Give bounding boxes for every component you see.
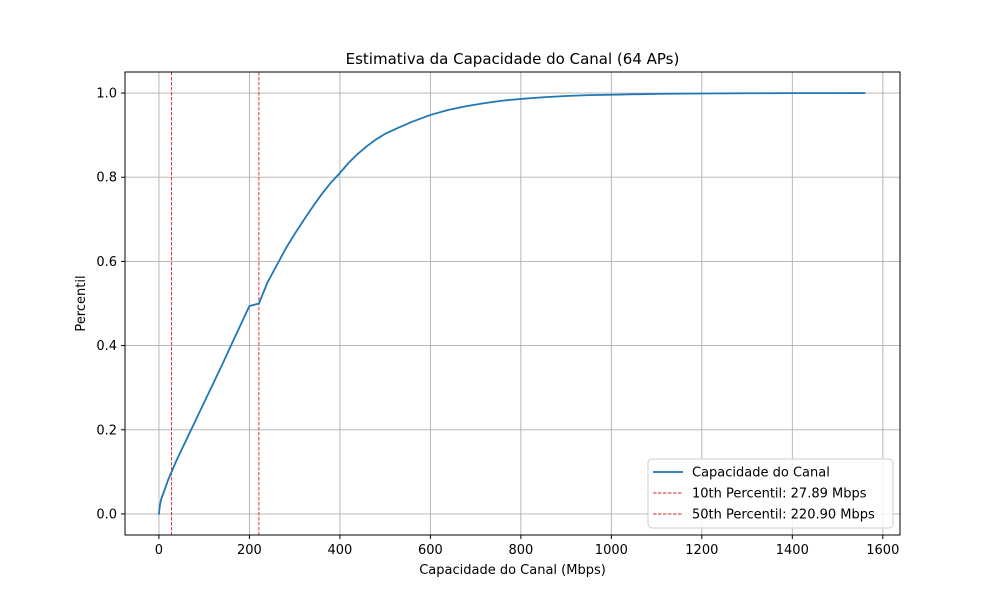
- x-tick-label: 0: [155, 543, 163, 558]
- y-axis-label: Percentil: [74, 275, 89, 331]
- x-tick-label: 1600: [866, 543, 899, 558]
- y-tick-label: 1.0: [96, 87, 117, 102]
- series-line: [158, 92, 866, 515]
- x-tick-label: 1000: [595, 543, 628, 558]
- x-tick-label: 1400: [776, 543, 809, 558]
- x-tick-label: 1200: [685, 543, 718, 558]
- y-tick-label: 0.0: [96, 507, 117, 522]
- legend-label: 10th Percentil: 27.89 Mbps: [692, 487, 867, 502]
- legend: Capacidade do Canal 10th Percentil: 27.89…: [647, 458, 894, 529]
- legend-entries: Capacidade do Canal 10th Percentil: 27.89…: [653, 466, 875, 523]
- x-tick-label: 600: [418, 543, 443, 558]
- legend-label: Capacidade do Canal: [692, 466, 830, 481]
- y-tick-label: 0.2: [96, 423, 117, 438]
- chart-title: Estimativa da Capacidade do Canal (64 AP…: [346, 50, 680, 68]
- y-tick-label: 0.8: [96, 171, 117, 186]
- legend-label: 50th Percentil: 220.90 Mbps: [692, 508, 875, 523]
- y-tick-label: 0.6: [96, 255, 117, 270]
- x-tick-label: 200: [237, 543, 262, 558]
- x-tick-label: 400: [327, 543, 352, 558]
- series-layer: [158, 92, 866, 515]
- x-axis-label: Capacidade do Canal (Mbps): [419, 563, 606, 578]
- x-axis-ticks: 0 200 400 600 800 1000 1200 1400 1600: [155, 535, 899, 558]
- y-axis-ticks: 0.0 0.2 0.4 0.6 0.8 1.0: [96, 87, 125, 522]
- x-tick-label: 800: [508, 543, 533, 558]
- plot-frame: [124, 71, 901, 536]
- legend-box: [647, 458, 894, 529]
- y-tick-label: 0.4: [96, 339, 117, 354]
